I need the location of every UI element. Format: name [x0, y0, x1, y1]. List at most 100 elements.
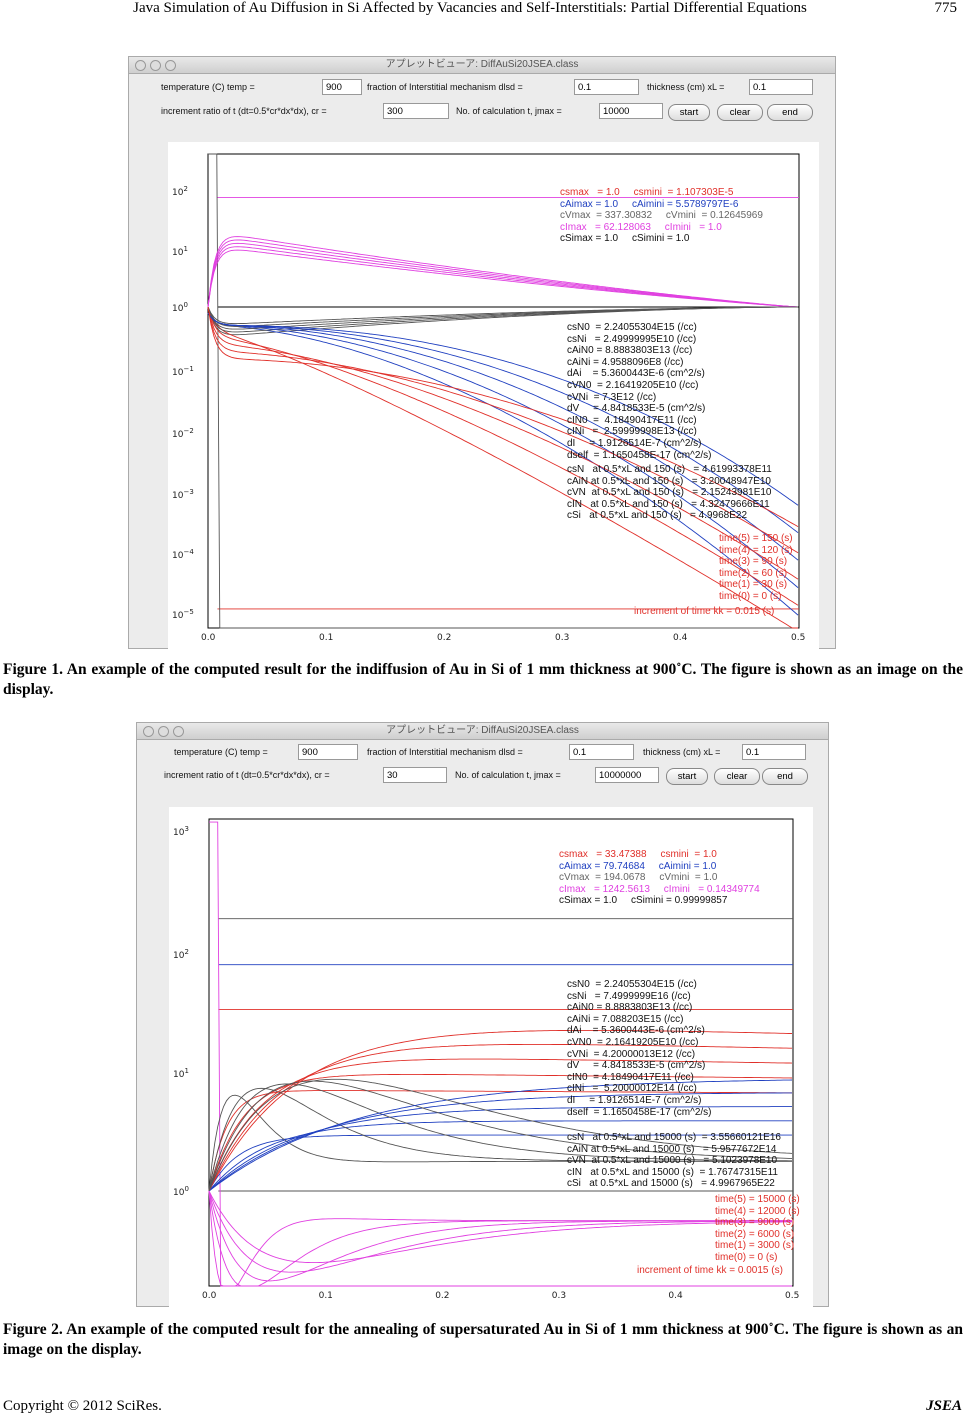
max-min-readout: csmax = 1.0 csmini = 1.107303E-5	[560, 187, 734, 198]
midpoint-readout: cAiN at 0.5*xL and 150 (s) = 3.20048947E…	[567, 475, 771, 487]
dlsd-input[interactable]: 0.1	[574, 79, 639, 95]
x-tick-label: 0.2	[437, 633, 452, 643]
max-min-readout: cSimax = 1.0 cSimini = 1.0	[560, 233, 690, 245]
figure-1-caption: Figure 1. An example of the computed res…	[3, 661, 963, 698]
dlsd-input[interactable]: 0.1	[569, 744, 634, 760]
x-tick-label: 0.4	[668, 1291, 683, 1301]
dlsd-label: fraction of Interstitial mechanism dlsd …	[367, 747, 523, 757]
dlsd-label: fraction of Interstitial mechanism dlsd …	[367, 82, 523, 92]
y-tick-base: 10	[172, 611, 184, 621]
midpoint-readout: cAiN at 0.5*xL and 15000 (s) = 5.9577672…	[567, 1143, 777, 1155]
parameter-readout: dV = 4.8418533E-5 (cm^2/s)	[567, 403, 706, 415]
cr-label: increment ratio of t (dt=0.5*cr*dx*dx), …	[161, 106, 327, 116]
time-legend-entry: time(3) = 90 (s)	[719, 556, 788, 568]
y-tick-label: 10−1	[172, 365, 194, 378]
vacancy-curve	[208, 1078, 793, 1192]
minimize-window-button[interactable]	[158, 726, 169, 737]
substitutional-curve	[208, 1043, 792, 1192]
parameter-readout: cIN0 = 4.18490417E11 (/cc)	[567, 414, 697, 426]
x-tick-label: 0.4	[673, 633, 688, 643]
temp-label: temperature (C) temp =	[174, 747, 268, 757]
interstitial-au-curve	[207, 312, 799, 588]
y-tick-exponent: −1	[183, 365, 194, 373]
self-interstitial-curve	[207, 249, 799, 308]
zoom-window-button[interactable]	[173, 726, 184, 737]
x-tick-label: 0.3	[555, 633, 570, 643]
clear-button[interactable]: clear	[714, 768, 760, 785]
clear-button[interactable]: clear	[717, 104, 763, 121]
jmax-input[interactable]: 10000000	[595, 767, 659, 783]
substitutional-curve	[208, 1090, 792, 1192]
vacancy-curve	[207, 306, 798, 325]
parameter-readout: dself = 1.1650458E-17 (cm^2/s)	[567, 1106, 712, 1118]
midpoint-readout: cIN at 0.5*xL and 15000 (s) = 1.76747315…	[567, 1166, 778, 1178]
midpoint-readout: cSi at 0.5*xL and 15000 (s) = 4.9967965E…	[567, 1178, 775, 1190]
y-tick-base: 10	[172, 368, 184, 378]
y-tick-exponent: 2	[184, 948, 189, 956]
parameter-readout: dV = 4.8418533E-5 (cm^2/s)	[567, 1060, 706, 1072]
temp-input[interactable]: 900	[298, 744, 358, 760]
time-increment-label: increment of time kk = 0.015 (s)	[634, 606, 775, 617]
figure-2-caption: Figure 2. An example of the computed res…	[3, 1321, 963, 1358]
max-min-readout: cImax = 62.128063 cImini = 1.0	[560, 221, 722, 233]
y-tick-exponent: 0	[184, 1185, 189, 1193]
thickness-label: thickness (cm) xL =	[643, 747, 721, 757]
parameter-readout: csNi = 7.4999999E16 (/cc)	[567, 990, 691, 1002]
y-tick-base: 10	[172, 304, 184, 314]
max-min-readout: cAimax = 1.0 cAimini = 5.5789797E-6	[560, 198, 739, 210]
parameter-readout: dAi = 5.3600443E-6 (cm^2/s)	[567, 368, 705, 380]
interstitial-au-curve	[207, 312, 799, 506]
x-tick-label: 0.0	[201, 633, 216, 643]
zoom-window-button[interactable]	[165, 60, 176, 71]
y-tick-label: 10−4	[172, 548, 194, 561]
window-titlebar: アプレットビューア: DiffAuSi20JSEA.class	[137, 723, 828, 740]
jmax-input[interactable]: 10000	[599, 103, 663, 119]
y-tick-base: 10	[172, 551, 184, 561]
x-tick-label: 0.0	[202, 1291, 217, 1301]
interstitial-au-curve	[207, 312, 799, 561]
start-button[interactable]: start	[668, 104, 710, 121]
cr-label: increment ratio of t (dt=0.5*cr*dx*dx), …	[164, 770, 330, 780]
y-tick-exponent: 0	[183, 301, 188, 309]
time-legend-entry: time(5) = 15000 (s)	[715, 1194, 800, 1205]
thickness-input[interactable]: 0.1	[749, 79, 813, 95]
x-tick-label: 0.2	[435, 1291, 450, 1301]
page-number: 775	[934, 0, 958, 16]
y-tick-label: 103	[173, 825, 189, 838]
parameter-readout: cAiN0 = 8.8883803E13 (/cc)	[567, 1002, 693, 1014]
x-tick-label: 0.5	[791, 633, 806, 643]
y-tick-base: 10	[173, 951, 185, 961]
copyright: Copyright © 2012 SciRes.	[3, 1398, 162, 1414]
y-tick-label: 102	[172, 185, 188, 198]
self-interstitial-curve	[207, 242, 799, 308]
cr-input[interactable]: 30	[383, 767, 447, 783]
window-controls	[143, 726, 184, 737]
interstitial-au-curve	[208, 1134, 792, 1192]
curves-canvas	[207, 153, 800, 629]
midpoint-readout: cIN at 0.5*xL and 150 (s) = 4.32479666E1…	[567, 498, 770, 510]
plot-area	[169, 807, 813, 1314]
close-window-button[interactable]	[143, 726, 154, 737]
y-tick-label: 100	[173, 1185, 189, 1198]
parameter-readout: cAiN0 = 8.8883803E13 (/cc)	[567, 345, 693, 357]
start-button[interactable]: start	[666, 768, 708, 785]
end-button[interactable]: end	[762, 768, 808, 785]
interstitial-au-curve	[208, 1092, 792, 1192]
y-tick-label: 10−5	[172, 608, 194, 621]
thickness-input[interactable]: 0.1	[742, 744, 806, 760]
end-button[interactable]: end	[767, 104, 813, 121]
y-tick-base: 10	[172, 188, 184, 198]
close-window-button[interactable]	[135, 60, 146, 71]
cr-input[interactable]: 300	[383, 103, 449, 119]
minimize-window-button[interactable]	[150, 60, 161, 71]
time-legend-entry: time(0) = 0 (s)	[719, 591, 782, 602]
substitutional-curve	[208, 1029, 792, 1192]
window-title: アプレットビューア: DiffAuSi20JSEA.class	[385, 59, 579, 70]
temp-input[interactable]: 900	[322, 79, 362, 95]
substitutional-curve	[207, 306, 798, 629]
time-legend-entry: time(5) = 150 (s)	[719, 533, 793, 544]
time-legend-entry: time(4) = 120 (s)	[719, 544, 793, 556]
y-tick-exponent: 2	[183, 185, 188, 193]
midpoint-readout: cSi at 0.5*xL and 150 (s) = 4.9968E22	[567, 510, 748, 522]
